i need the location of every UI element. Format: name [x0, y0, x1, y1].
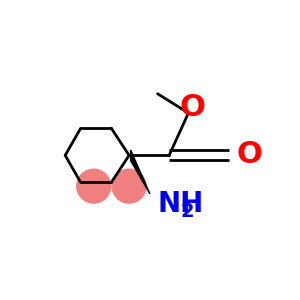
Polygon shape: [131, 150, 150, 194]
Circle shape: [112, 169, 146, 203]
Circle shape: [77, 169, 111, 203]
Text: NH: NH: [158, 190, 204, 218]
Text: 2: 2: [181, 202, 194, 221]
Text: O: O: [237, 140, 263, 169]
Text: O: O: [179, 93, 205, 122]
